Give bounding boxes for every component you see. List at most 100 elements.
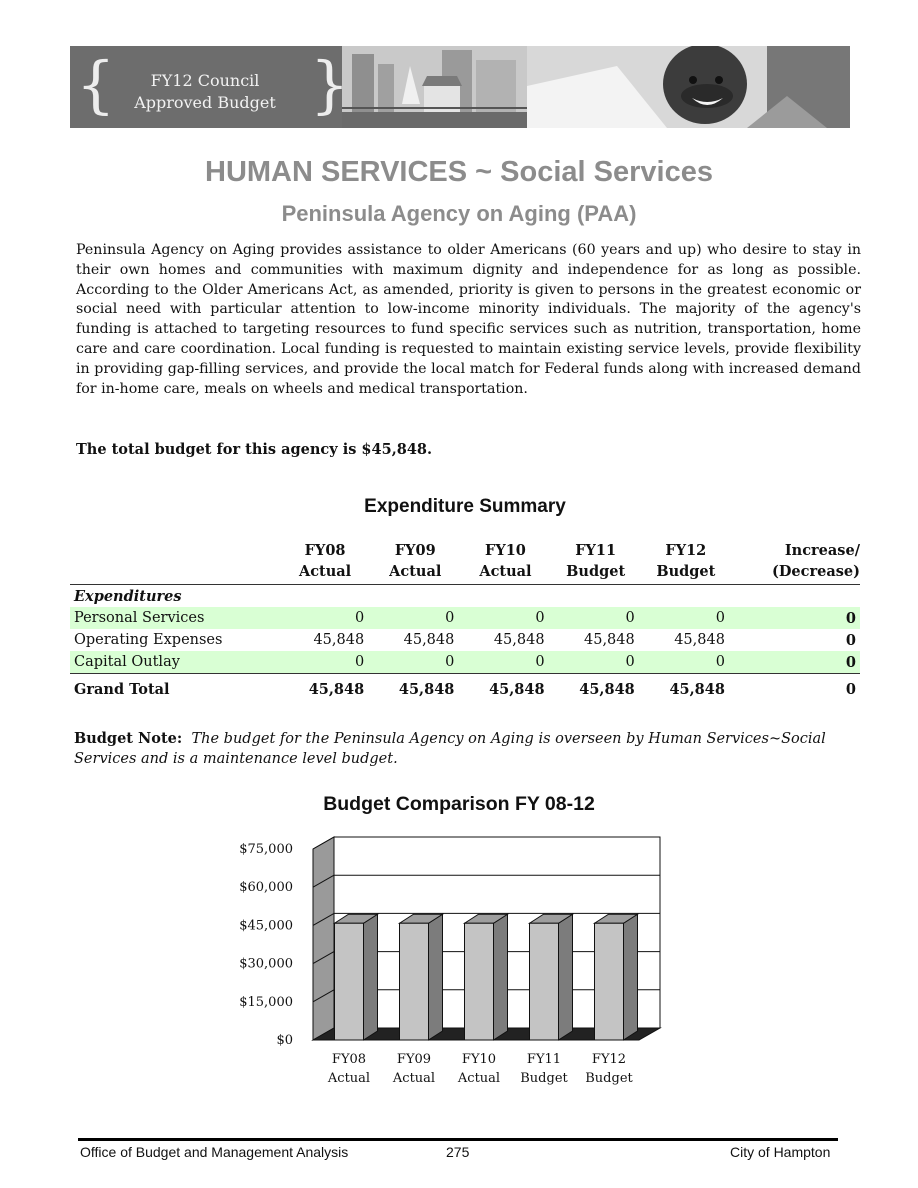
x-tick-label: Actual bbox=[457, 1071, 500, 1086]
budget-note-colon: : bbox=[176, 730, 183, 747]
x-tick-label: Actual bbox=[327, 1071, 370, 1086]
x-tick-label: FY09 bbox=[397, 1052, 431, 1067]
x-tick-label: FY10 bbox=[462, 1052, 496, 1067]
child-photo bbox=[527, 46, 850, 128]
left-brace: { bbox=[76, 48, 116, 121]
banner-title-line1: FY12 Council bbox=[150, 71, 260, 90]
header-fy08: FY08 Actual bbox=[280, 540, 371, 585]
waterfront-photo bbox=[342, 46, 527, 128]
section-row: Expenditures bbox=[70, 585, 860, 608]
budget-note: Budget Note: The budget for the Peninsul… bbox=[74, 729, 859, 769]
bar bbox=[529, 922, 559, 1041]
budget-note-label: Budget Note bbox=[74, 730, 177, 747]
bar bbox=[399, 922, 429, 1041]
x-tick-label: FY11 bbox=[527, 1052, 561, 1067]
total-budget-statement: The total budget for this agency is $45,… bbox=[76, 441, 433, 458]
footer-city: City of Hampton bbox=[730, 1144, 831, 1160]
bar bbox=[464, 922, 494, 1041]
y-tick-label: $45,000 bbox=[239, 918, 293, 933]
gridline-side bbox=[312, 912, 335, 926]
bar bbox=[334, 922, 364, 1041]
bar bbox=[594, 922, 624, 1041]
footer-rule bbox=[78, 1138, 838, 1141]
plot-side-wall bbox=[312, 836, 335, 1041]
banner-title-line2: Approved Budget bbox=[134, 93, 276, 112]
page-number: 275 bbox=[446, 1144, 470, 1160]
cell-value: 0 bbox=[280, 651, 371, 674]
cell-value: 0 bbox=[730, 607, 860, 629]
x-tick-label: FY08 bbox=[332, 1052, 366, 1067]
cell-value: 0 bbox=[280, 607, 371, 629]
row-label: Capital Outlay bbox=[70, 651, 280, 674]
expenditure-summary-title: Expenditure Summary bbox=[364, 496, 566, 517]
table-row: Capital Outlay 0 0 0 0 0 0 bbox=[70, 651, 860, 674]
cell-value: 45,848 bbox=[584, 632, 635, 648]
bar-side bbox=[623, 913, 638, 1041]
gridline-side bbox=[312, 836, 335, 850]
cell-value: 45,848 bbox=[280, 673, 371, 704]
section-label: Expenditures bbox=[74, 587, 182, 605]
y-tick-label: $75,000 bbox=[239, 842, 293, 857]
cell-value: 45,848 bbox=[370, 673, 461, 704]
header-fy10: FY10 Actual bbox=[460, 540, 551, 585]
x-tick-label: Budget bbox=[520, 1071, 568, 1086]
x-tick-label: Budget bbox=[585, 1071, 633, 1086]
bar-side bbox=[493, 913, 508, 1041]
cell-value: 45,848 bbox=[403, 632, 455, 648]
budget-comparison-chart: $0 $15,000 $30,000 $45,000 $60,000 $75,000 FY0… bbox=[239, 836, 662, 1086]
header-blank bbox=[70, 540, 280, 585]
page-subtitle: Peninsula Agency on Aging (PAA) bbox=[281, 201, 637, 226]
cell-value: 0 bbox=[640, 651, 731, 674]
cell-value: 45,848 bbox=[550, 673, 641, 704]
cell-value: 45,848 bbox=[460, 673, 551, 704]
header-fy11: FY11 Budget bbox=[550, 540, 641, 585]
cell-value: 0 bbox=[460, 651, 551, 674]
cell-value: 45,848 bbox=[493, 632, 545, 648]
child-photo-art bbox=[527, 46, 850, 128]
header-increase-decrease: Increase/(Decrease) bbox=[730, 540, 860, 585]
gridline-side bbox=[312, 874, 335, 888]
cell-value: 0 bbox=[550, 607, 641, 629]
intro-paragraph: Peninsula Agency on Aging provides assis… bbox=[76, 242, 861, 397]
banner-title: FY12 Council Approved Budget bbox=[110, 70, 300, 114]
y-tick-label: $60,000 bbox=[239, 880, 293, 895]
bar-side bbox=[558, 913, 573, 1041]
bar-side bbox=[363, 913, 378, 1041]
chart-title: Budget Comparison FY 08-12 bbox=[323, 793, 595, 815]
expenditure-summary-table: FY08 Actual FY09 Actual FY10 Actual FY11 Bud… bbox=[70, 540, 860, 704]
cell-value: 0 bbox=[730, 651, 860, 674]
cell-value: 0 bbox=[460, 607, 551, 629]
x-tick-label: FY12 bbox=[592, 1052, 626, 1067]
header-fy12: FY12 Budget bbox=[640, 540, 731, 585]
x-tick-label: Actual bbox=[392, 1071, 435, 1086]
cell-value: 45,848 bbox=[674, 632, 725, 648]
row-label: Operating Expenses bbox=[74, 632, 223, 648]
cell-value: 0 bbox=[640, 607, 731, 629]
gridline-side bbox=[312, 951, 335, 965]
row-label: Personal Services bbox=[70, 607, 280, 629]
cell-value: 0 bbox=[550, 651, 641, 674]
cell-value: 0 bbox=[845, 631, 856, 649]
bar-side bbox=[428, 913, 443, 1041]
y-tick-label: $30,000 bbox=[239, 957, 293, 972]
cell-value: 0 bbox=[730, 673, 860, 704]
table-row: Operating Expenses 45,848 45,848 45,848 … bbox=[70, 629, 860, 651]
budget-note-text: The budget for the Peninsula Agency on A… bbox=[74, 731, 826, 767]
waterfront-photo-art bbox=[342, 46, 527, 128]
cell-value: 0 bbox=[370, 607, 461, 629]
header-fy09: FY09 Actual bbox=[370, 540, 461, 585]
header-banner: { FY12 Council Approved Budget } bbox=[70, 46, 850, 130]
cell-value: 0 bbox=[370, 651, 461, 674]
grand-total-row: Grand Total 45,848 45,848 45,848 45,848 … bbox=[70, 673, 860, 704]
table-row: Personal Services 0 0 0 0 0 0 bbox=[70, 607, 860, 629]
gridline-side bbox=[312, 989, 335, 1003]
page-title: HUMAN SERVICES ~ Social Services bbox=[205, 156, 713, 188]
table-header-row: FY08 Actual FY09 Actual FY10 Actual FY11 Bud… bbox=[70, 540, 860, 585]
y-tick-label: $15,000 bbox=[239, 995, 293, 1010]
grand-total-label: Grand Total bbox=[70, 673, 280, 704]
cell-value: 45,848 bbox=[640, 673, 731, 704]
cell-value: 45,848 bbox=[313, 632, 365, 648]
footer-office: Office of Budget and Management Analysis bbox=[80, 1144, 349, 1160]
banner-title-panel: { FY12 Council Approved Budget } bbox=[70, 46, 349, 128]
y-tick-label: $0 bbox=[276, 1033, 293, 1048]
